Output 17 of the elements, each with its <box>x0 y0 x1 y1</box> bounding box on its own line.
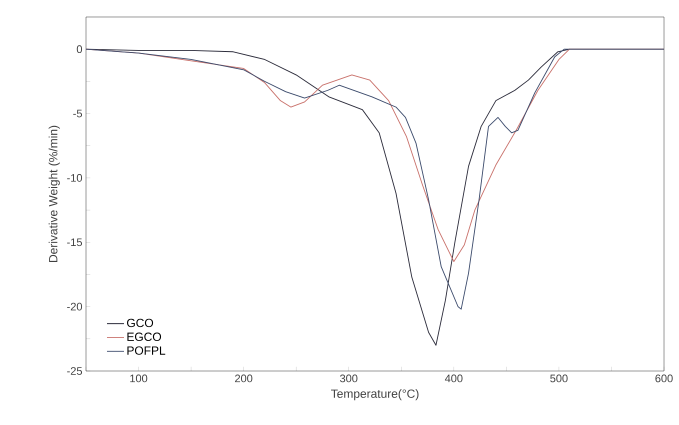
y-tick-label: 0 <box>76 45 82 54</box>
x-tick-label: 500 <box>550 374 568 382</box>
x-axis-title: Temperature(°C) <box>331 389 419 400</box>
x-tick-label: 300 <box>340 374 358 382</box>
x-tick-label: 600 <box>655 374 673 382</box>
x-tick-label: 200 <box>235 374 252 382</box>
y-tick-label: -15 <box>67 238 82 246</box>
legend-label: EGCO <box>127 332 162 341</box>
y-tick-label: -10 <box>67 174 82 182</box>
legend-label: GCO <box>127 318 154 328</box>
x-tick-label: 100 <box>130 374 148 382</box>
y-axis-title: Derivative Weight (%/min) <box>48 126 60 262</box>
y-tick-label: -20 <box>67 302 82 311</box>
y-tick-label: -25 <box>67 367 82 375</box>
legend-label: POFPL <box>127 346 166 355</box>
y-tick-label: -5 <box>73 110 82 118</box>
x-tick-label: 400 <box>444 374 463 382</box>
